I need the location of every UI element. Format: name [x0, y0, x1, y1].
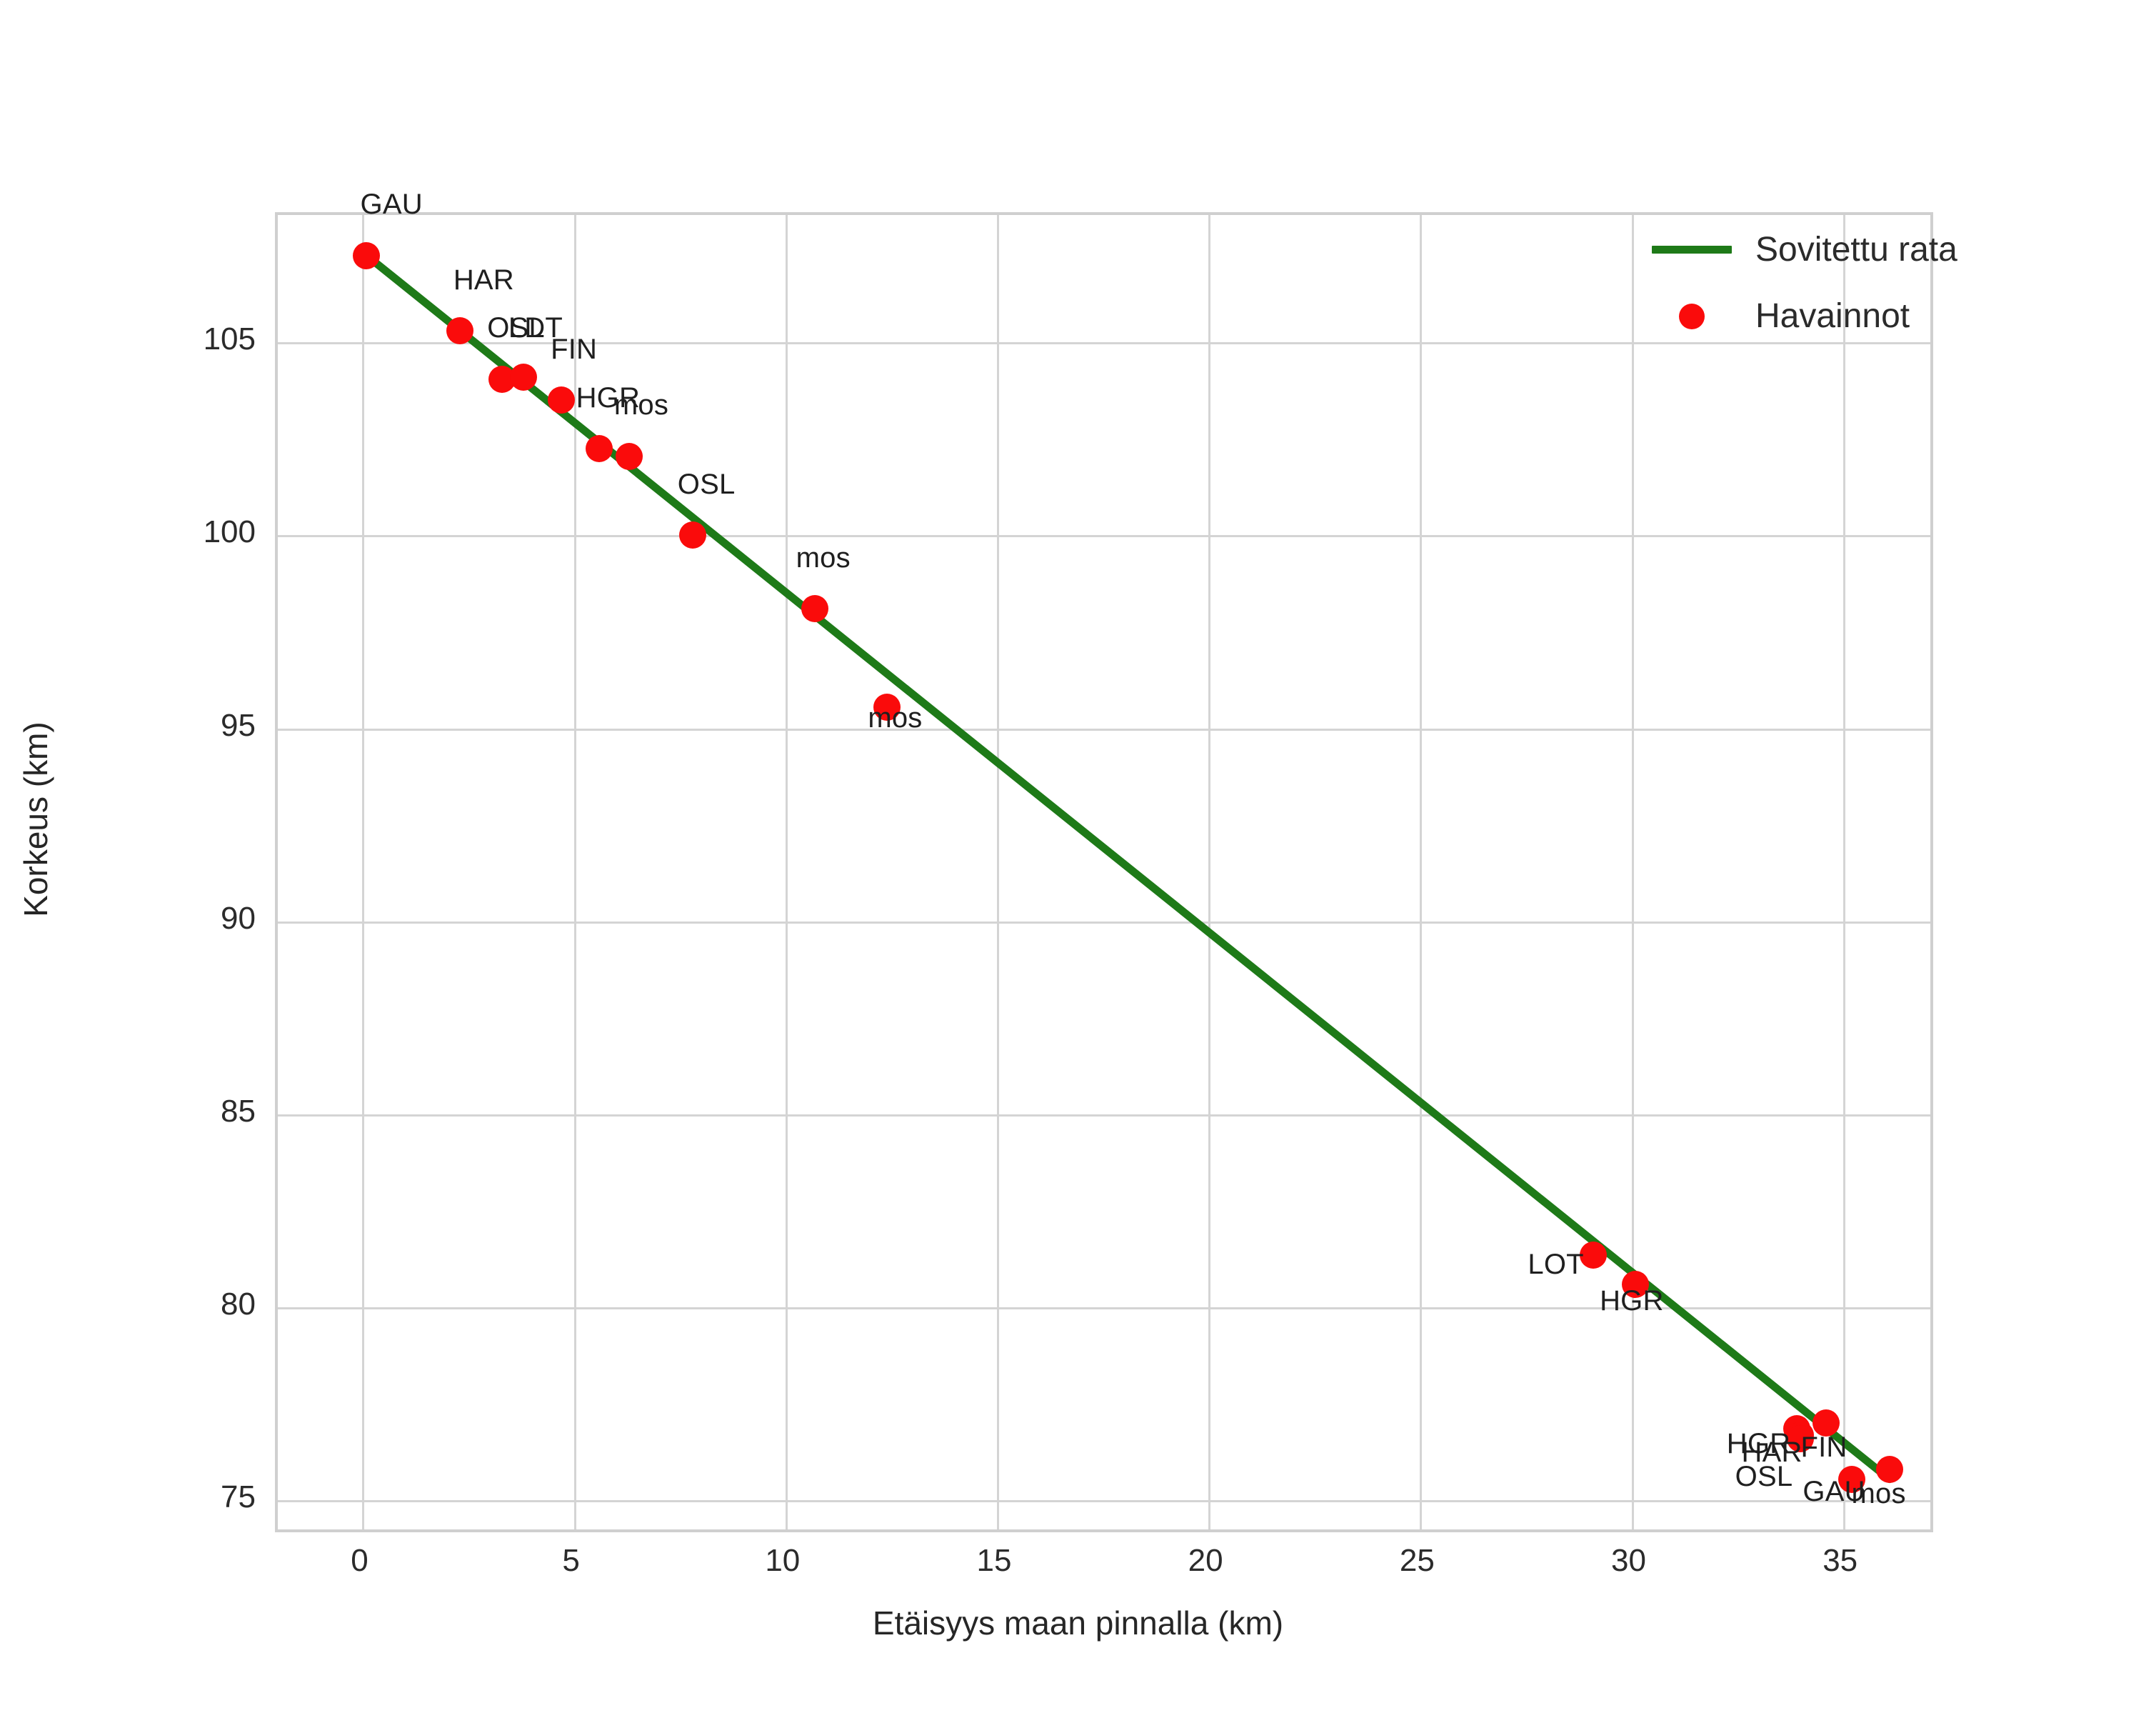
observation-point[interactable]	[1875, 1456, 1903, 1484]
legend-dot-swatch	[1650, 303, 1734, 329]
point-label: OSL	[677, 469, 736, 501]
legend-item-fitted-line[interactable]: Sovitettu rata	[1650, 230, 1957, 269]
point-label: LOT	[1528, 1248, 1584, 1280]
fitted-trajectory-line	[362, 251, 1894, 1484]
observation-point[interactable]	[1622, 1270, 1650, 1298]
gridline-vertical	[996, 215, 999, 1529]
gridline-vertical	[1842, 215, 1845, 1529]
point-label: FIN	[551, 334, 598, 366]
observation-point[interactable]	[353, 241, 381, 269]
y-tick-label: 80	[221, 1287, 256, 1322]
legend: Sovitettu rata Havainnot	[1650, 230, 1957, 336]
gridline-horizontal	[278, 1500, 1930, 1503]
gridline-vertical	[1631, 215, 1634, 1529]
y-tick-label: 105	[203, 321, 256, 357]
point-label: HGR	[1600, 1285, 1664, 1317]
x-tick-label: 30	[1611, 1543, 1646, 1578]
point-label: OSL	[487, 312, 545, 344]
gridline-vertical	[785, 215, 788, 1529]
point-label: HAR	[1741, 1436, 1802, 1468]
gridline-horizontal	[278, 1114, 1930, 1117]
y-axis-title: Korkeus (km)	[17, 721, 54, 917]
point-label: OSL	[1735, 1460, 1793, 1492]
x-tick-label: 25	[1399, 1543, 1435, 1578]
gridline-vertical	[573, 215, 576, 1529]
x-tick-label: 20	[1188, 1543, 1223, 1578]
gridline-vertical	[1208, 215, 1211, 1529]
plot-area: GAU HAR OSL LDT FIN HGR mos OSL mos mos LOT HGR HGR H…	[275, 190, 1933, 1532]
y-tick-label: 100	[203, 514, 256, 550]
gridline-horizontal	[278, 535, 1930, 538]
point-label: HGR	[1726, 1427, 1791, 1459]
point-label: mos	[1851, 1478, 1906, 1510]
x-tick-label: 5	[562, 1543, 580, 1578]
point-label: GAU	[360, 189, 423, 221]
gridline-horizontal	[278, 728, 1930, 731]
legend-line-swatch	[1650, 246, 1734, 254]
x-axis-title: Etäisyys maan pinnalla (km)	[872, 1604, 1284, 1642]
point-label: GAU	[1802, 1476, 1865, 1508]
observation-point[interactable]	[801, 595, 829, 623]
y-tick-label: 85	[221, 1094, 256, 1129]
point-label: HAR	[453, 264, 514, 296]
observation-point[interactable]	[509, 363, 537, 391]
gridline-vertical	[1420, 215, 1423, 1529]
observation-point[interactable]	[678, 521, 706, 549]
point-label: mos	[796, 541, 851, 574]
observation-point[interactable]	[1812, 1409, 1840, 1437]
observation-point[interactable]	[1580, 1242, 1608, 1269]
observation-point[interactable]	[615, 442, 643, 470]
point-label: FIN	[1800, 1432, 1847, 1464]
x-tick-label: 15	[976, 1543, 1012, 1578]
observation-point[interactable]	[873, 693, 901, 721]
point-label: mos	[613, 389, 669, 421]
y-tick-label: 75	[221, 1479, 256, 1515]
gridline-vertical	[362, 215, 365, 1529]
x-tick-label: 10	[765, 1543, 801, 1578]
data-layer: GAU HAR OSL LDT FIN HGR mos OSL mos mos LOT HGR HGR H…	[278, 190, 1930, 1529]
legend-label-fitted-line: Sovitettu rata	[1755, 231, 1957, 269]
gridline-horizontal	[278, 342, 1930, 345]
observation-point[interactable]	[1837, 1465, 1865, 1493]
x-tick-label: 0	[351, 1543, 368, 1578]
x-tick-label: 35	[1822, 1543, 1858, 1578]
point-label: mos	[868, 702, 923, 734]
observation-point[interactable]	[586, 434, 613, 462]
observation-point[interactable]	[1787, 1424, 1815, 1452]
legend-item-observations[interactable]: Havainnot	[1650, 296, 1957, 336]
observation-point[interactable]	[446, 317, 473, 345]
point-label: HGR	[576, 381, 641, 414]
gridline-horizontal	[278, 921, 1930, 924]
observation-point[interactable]	[547, 386, 575, 414]
y-tick-label: 95	[221, 707, 256, 743]
y-tick-label: 90	[221, 900, 256, 936]
point-label: LDT	[508, 312, 563, 344]
gridline-horizontal	[278, 1307, 1930, 1310]
legend-label-observations: Havainnot	[1755, 297, 1910, 335]
